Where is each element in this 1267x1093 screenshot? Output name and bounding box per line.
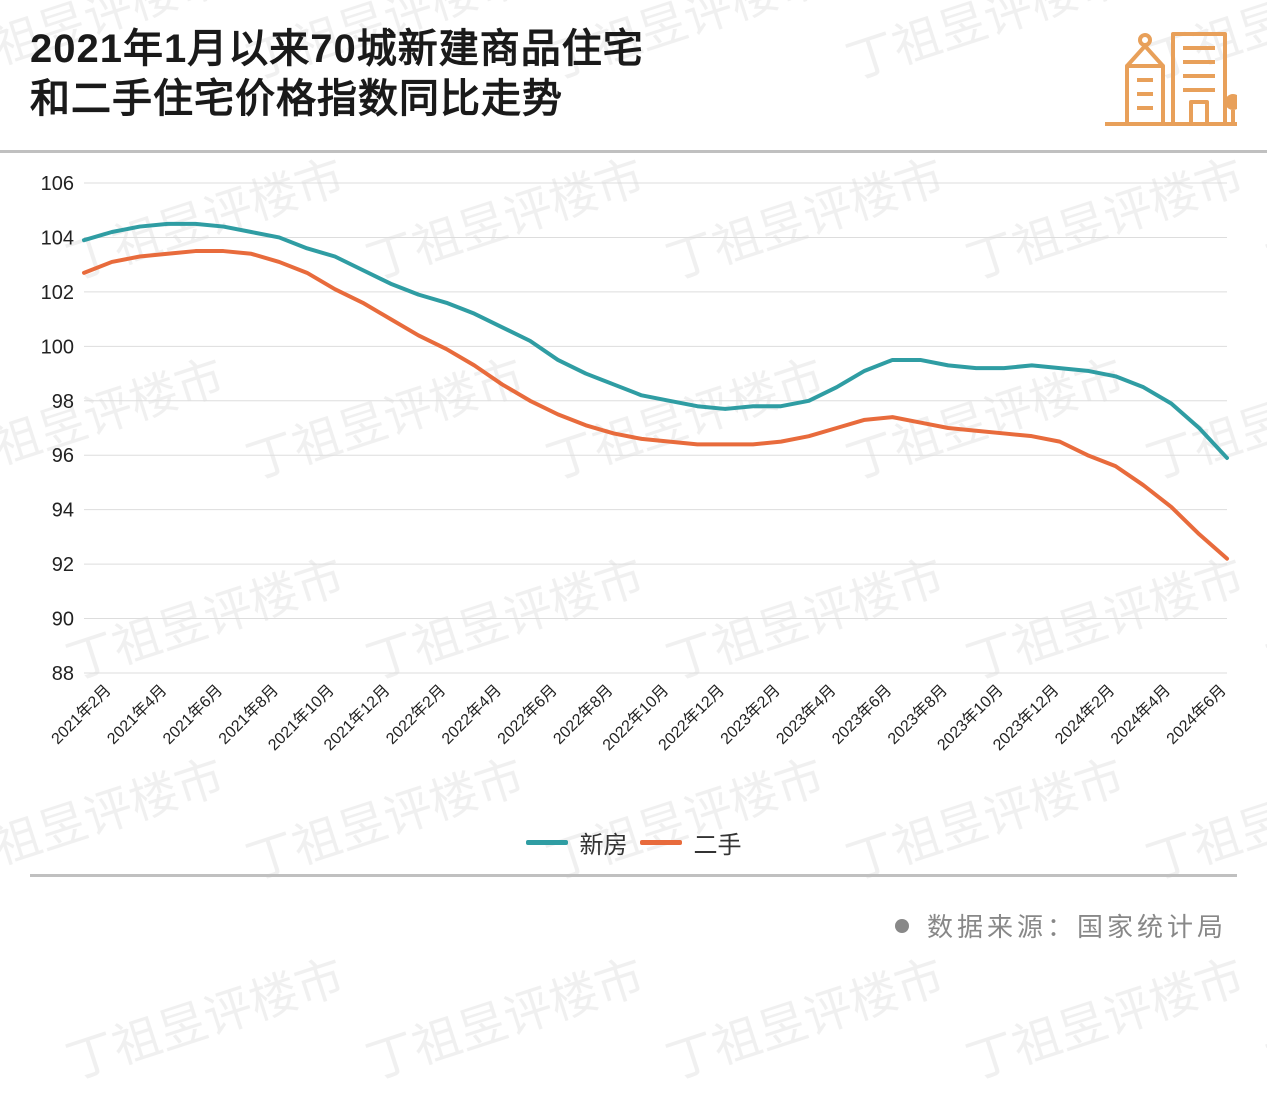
bullet-icon: [895, 919, 909, 933]
x-tick-label: 2023年4月: [773, 681, 840, 748]
y-tick-label: 94: [52, 500, 74, 522]
chart-legend: 新房 二手: [30, 811, 1237, 877]
x-tick-label: 2023年2月: [717, 681, 784, 748]
legend-swatch: [640, 840, 682, 845]
line-chart: 909294969810010210410688 2021年2月2021年4月2…: [30, 163, 1237, 803]
title-line-1: 2021年1月以来70城新建商品住宅: [30, 24, 644, 74]
x-tick-label: 2024年4月: [1107, 681, 1174, 748]
series-二手: [84, 251, 1227, 559]
source-label: 数据来源：国家统计局: [927, 907, 1227, 944]
legend-label: 二手: [694, 825, 742, 860]
x-tick-label: 2022年2月: [382, 681, 449, 748]
x-tick-label: 2021年6月: [159, 681, 226, 748]
x-tick-label: 2021年2月: [48, 681, 115, 748]
y-tick-label: 96: [52, 445, 74, 467]
y-tick-label: 98: [52, 391, 74, 413]
chart-header: 2021年1月以来70城新建商品住宅 和二手住宅价格指数同比走势: [0, 0, 1267, 153]
x-tick-label: 2024年2月: [1051, 681, 1118, 748]
y-tick-label: 104: [41, 227, 74, 249]
chart-title: 2021年1月以来70城新建商品住宅 和二手住宅价格指数同比走势: [30, 24, 644, 124]
y-tick-label: 90: [52, 609, 74, 631]
y-tick-label: 92: [52, 554, 74, 576]
y-tick-label: 100: [41, 336, 74, 358]
x-tick-label: 2021年4月: [104, 681, 171, 748]
title-line-2: 和二手住宅价格指数同比走势: [30, 74, 644, 124]
x-tick-label: 2022年6月: [494, 681, 561, 748]
legend-label: 新房: [580, 825, 628, 860]
series-新房: [84, 224, 1227, 458]
x-tick-label: 2024年6月: [1163, 681, 1230, 748]
legend-swatch: [526, 840, 568, 845]
y-tick-label: 102: [41, 282, 74, 304]
y-tick-label: 106: [41, 173, 74, 195]
svg-text:88: 88: [52, 663, 74, 685]
buildings-icon: [1087, 24, 1237, 134]
x-tick-label: 2023年6月: [828, 681, 895, 748]
x-tick-label: 2022年4月: [438, 681, 505, 748]
source-attribution: 数据来源：国家统计局: [0, 877, 1267, 944]
chart-plot-area: 909294969810010210410688 2021年2月2021年4月2…: [30, 163, 1237, 803]
